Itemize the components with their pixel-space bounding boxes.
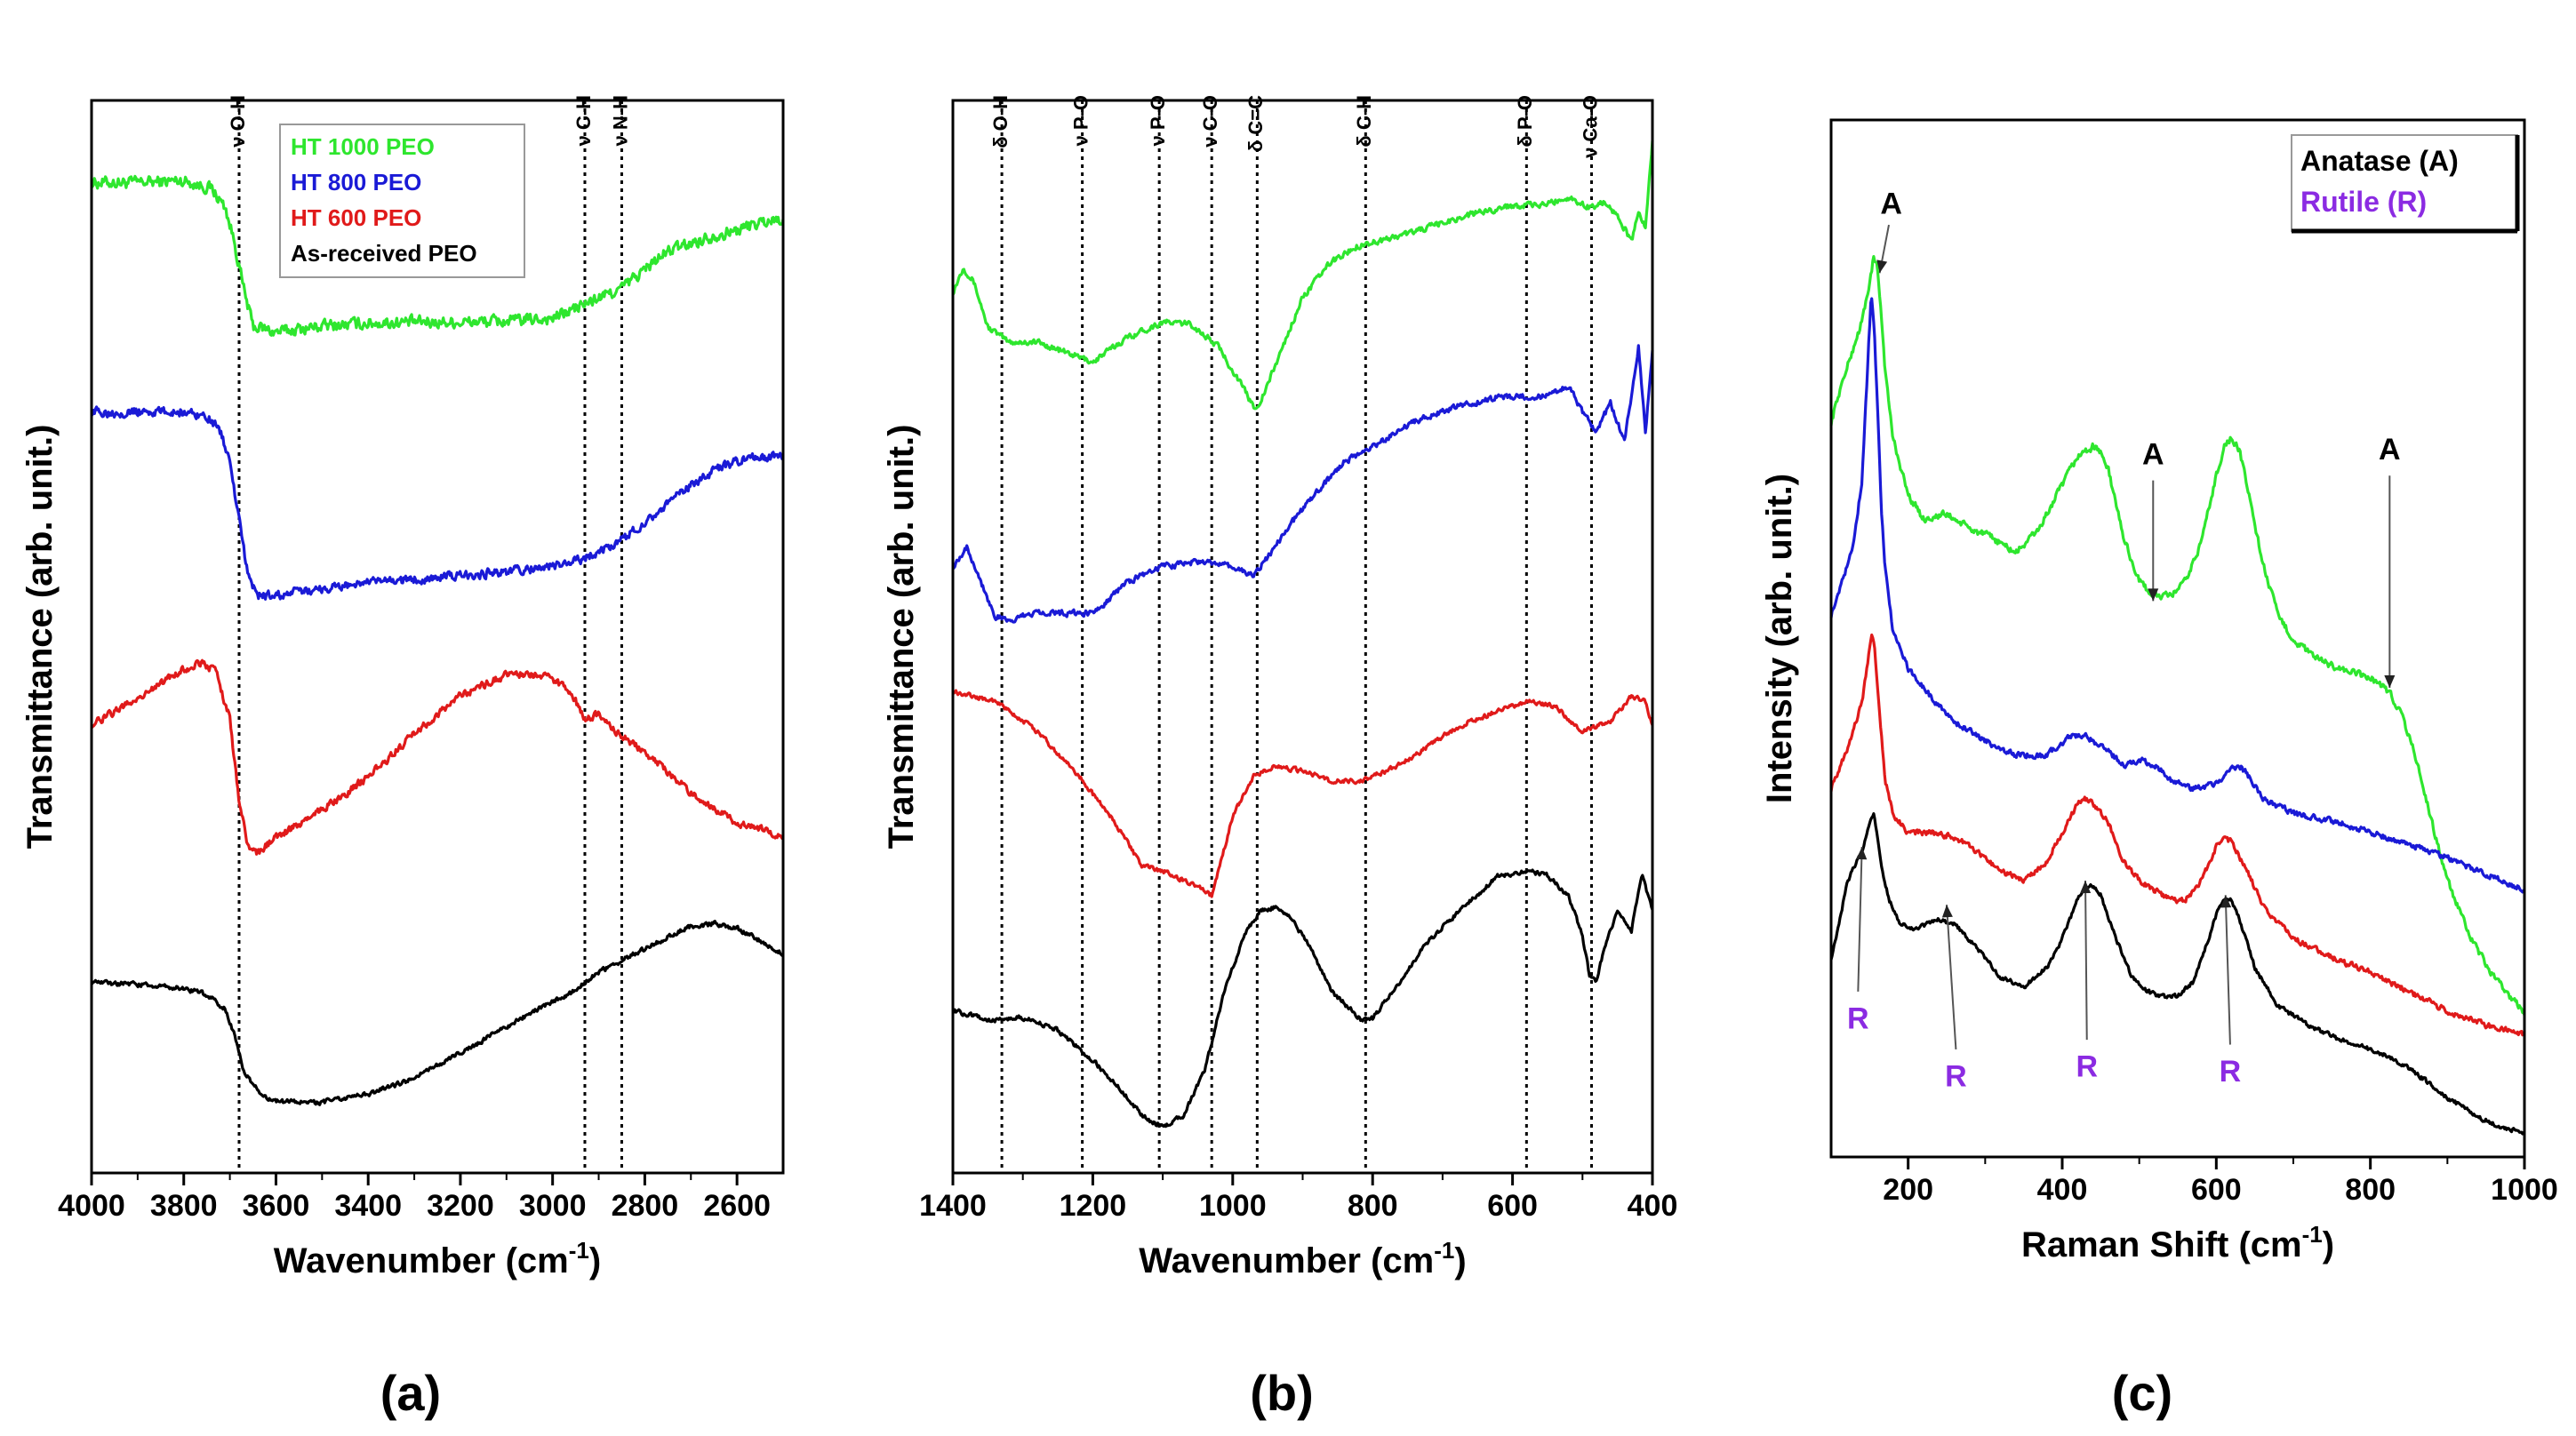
chart-panel-a: ν O-H ν C-H ν N-H 4000 3800 3600 3400 3200 3000 2… bbox=[20, 95, 785, 1280]
y-axis-label: Transmittance (arb. unit.) bbox=[20, 425, 60, 850]
x-tick-label: 400 bbox=[1628, 1189, 1678, 1223]
plot-frame bbox=[90, 99, 785, 1175]
series-line-as-received-peo bbox=[90, 920, 784, 1106]
anatase-annotation-label: A bbox=[2142, 438, 2164, 472]
legend-entry: As-received PEO bbox=[291, 240, 477, 267]
series-line-ht-600-peo bbox=[952, 689, 1654, 898]
rutile-annotation-label: R bbox=[2076, 1050, 2098, 1084]
x-tick-label: 800 bbox=[2345, 1173, 2396, 1207]
series-line-ht-1000-peo bbox=[951, 140, 1654, 411]
plot-frame bbox=[951, 99, 1654, 1175]
series-line-trace-2 bbox=[1829, 633, 2526, 1037]
legend-box bbox=[2291, 134, 2518, 232]
reference-line-label: ν N-H bbox=[609, 95, 631, 146]
x-tick-label: 1000 bbox=[2491, 1173, 2558, 1207]
reference-line-label: ν P-O bbox=[1069, 95, 1092, 146]
legend-box bbox=[279, 124, 525, 278]
chart-panel-c: A A A R R R R 200 400 600 800 1000 Raman Shift (cm-1… bbox=[1760, 118, 2558, 1264]
chart-panel-b: δ O-H ν P-O ν P-O ν C-O δ C=C δ C-H δ P-O ν Ca-… bbox=[882, 95, 1677, 1280]
annotation-arrowhead bbox=[2148, 588, 2159, 602]
anatase-annotation-label: A bbox=[1880, 187, 1902, 220]
x-tick-label: 800 bbox=[1348, 1189, 1398, 1223]
x-tick-label: 600 bbox=[1487, 1189, 1538, 1223]
x-axis-label: Wavenumber (cm-1) bbox=[274, 1237, 601, 1280]
series-line-ht-1000-peo bbox=[90, 174, 785, 337]
x-tick-label: 3200 bbox=[427, 1189, 494, 1223]
annotation-arrow bbox=[2084, 881, 2088, 1041]
series-line-ht-600-peo bbox=[90, 658, 785, 856]
annotation-arrow bbox=[1857, 847, 1863, 992]
annotation-arrowhead bbox=[1941, 905, 1953, 918]
series-line-trace-1 bbox=[1829, 297, 2526, 894]
panel-label-a: (a) bbox=[380, 1365, 442, 1421]
legend-entry: HT 800 PEO bbox=[291, 169, 421, 195]
x-tick-label: 1400 bbox=[919, 1189, 987, 1223]
legend-entry: HT 600 PEO bbox=[291, 204, 421, 231]
reference-line-label: ν P-O bbox=[1147, 95, 1169, 146]
x-tick-label: 1200 bbox=[1060, 1189, 1127, 1223]
x-tick-label: 200 bbox=[1883, 1173, 1933, 1207]
x-tick-label: 2600 bbox=[703, 1189, 771, 1223]
reference-line-label: ν O-H bbox=[227, 95, 249, 148]
legend-entry: Anatase (A) bbox=[2300, 145, 2459, 177]
series-line-ht-800-peo bbox=[951, 344, 1654, 624]
y-axis-label: Intensity (arb. unit.) bbox=[1760, 474, 1799, 803]
annotation-arrowhead bbox=[2220, 895, 2232, 908]
x-tick-label: 1000 bbox=[1199, 1189, 1267, 1223]
rutile-annotation-label: R bbox=[1945, 1060, 1967, 1094]
reference-line-label: δ O-H bbox=[989, 95, 1012, 148]
reference-line-label: ν Ca-O bbox=[1579, 95, 1601, 158]
reference-line-label: δ C=C bbox=[1244, 95, 1267, 152]
panel-label-b: (b) bbox=[1250, 1365, 1314, 1421]
x-axis-label: Raman Shift (cm-1) bbox=[2021, 1221, 2334, 1264]
annotation-arrowhead bbox=[2080, 881, 2092, 894]
x-tick-label: 3800 bbox=[150, 1189, 218, 1223]
legend-entry: Rutile (R) bbox=[2300, 186, 2427, 218]
annotation-arrow bbox=[1946, 905, 1957, 1050]
annotation-arrowhead bbox=[2384, 674, 2396, 688]
series-line-as-received-peo bbox=[952, 868, 1654, 1129]
series-line-trace-3 bbox=[1829, 812, 2526, 1136]
rutile-annotation-label: R bbox=[1847, 1001, 1869, 1035]
x-tick-label: 400 bbox=[2037, 1173, 2088, 1207]
x-tick-label: 3400 bbox=[334, 1189, 402, 1223]
rutile-annotation-label: R bbox=[2220, 1055, 2242, 1089]
annotation-arrow bbox=[2224, 895, 2231, 1045]
x-tick-label: 600 bbox=[2191, 1173, 2242, 1207]
x-tick-label: 4000 bbox=[58, 1189, 125, 1223]
annotation-arrowhead bbox=[1876, 259, 1888, 274]
annotation-arrowhead bbox=[1856, 847, 1868, 860]
series-line-ht-800-peo bbox=[90, 405, 785, 601]
reference-line-label: δ P-O bbox=[1514, 95, 1536, 148]
reference-line-label: δ C-H bbox=[1353, 95, 1375, 148]
x-axis-label: Wavenumber (cm-1) bbox=[1139, 1237, 1466, 1280]
x-tick-label: 2800 bbox=[612, 1189, 679, 1223]
plot-frame bbox=[1829, 118, 2526, 1159]
x-tick-label: 3600 bbox=[243, 1189, 310, 1223]
reference-line-label: ν C-O bbox=[1199, 95, 1221, 148]
x-tick-label: 3000 bbox=[519, 1189, 587, 1223]
reference-line-label: ν C-H bbox=[572, 95, 595, 146]
anatase-annotation-label: A bbox=[2379, 433, 2401, 467]
series-line-trace-0 bbox=[1829, 255, 2526, 1016]
panel-label-c: (c) bbox=[2111, 1365, 2173, 1421]
y-axis-label: Transmittance (arb. unit.) bbox=[882, 425, 921, 850]
legend-entry: HT 1000 PEO bbox=[291, 133, 435, 160]
